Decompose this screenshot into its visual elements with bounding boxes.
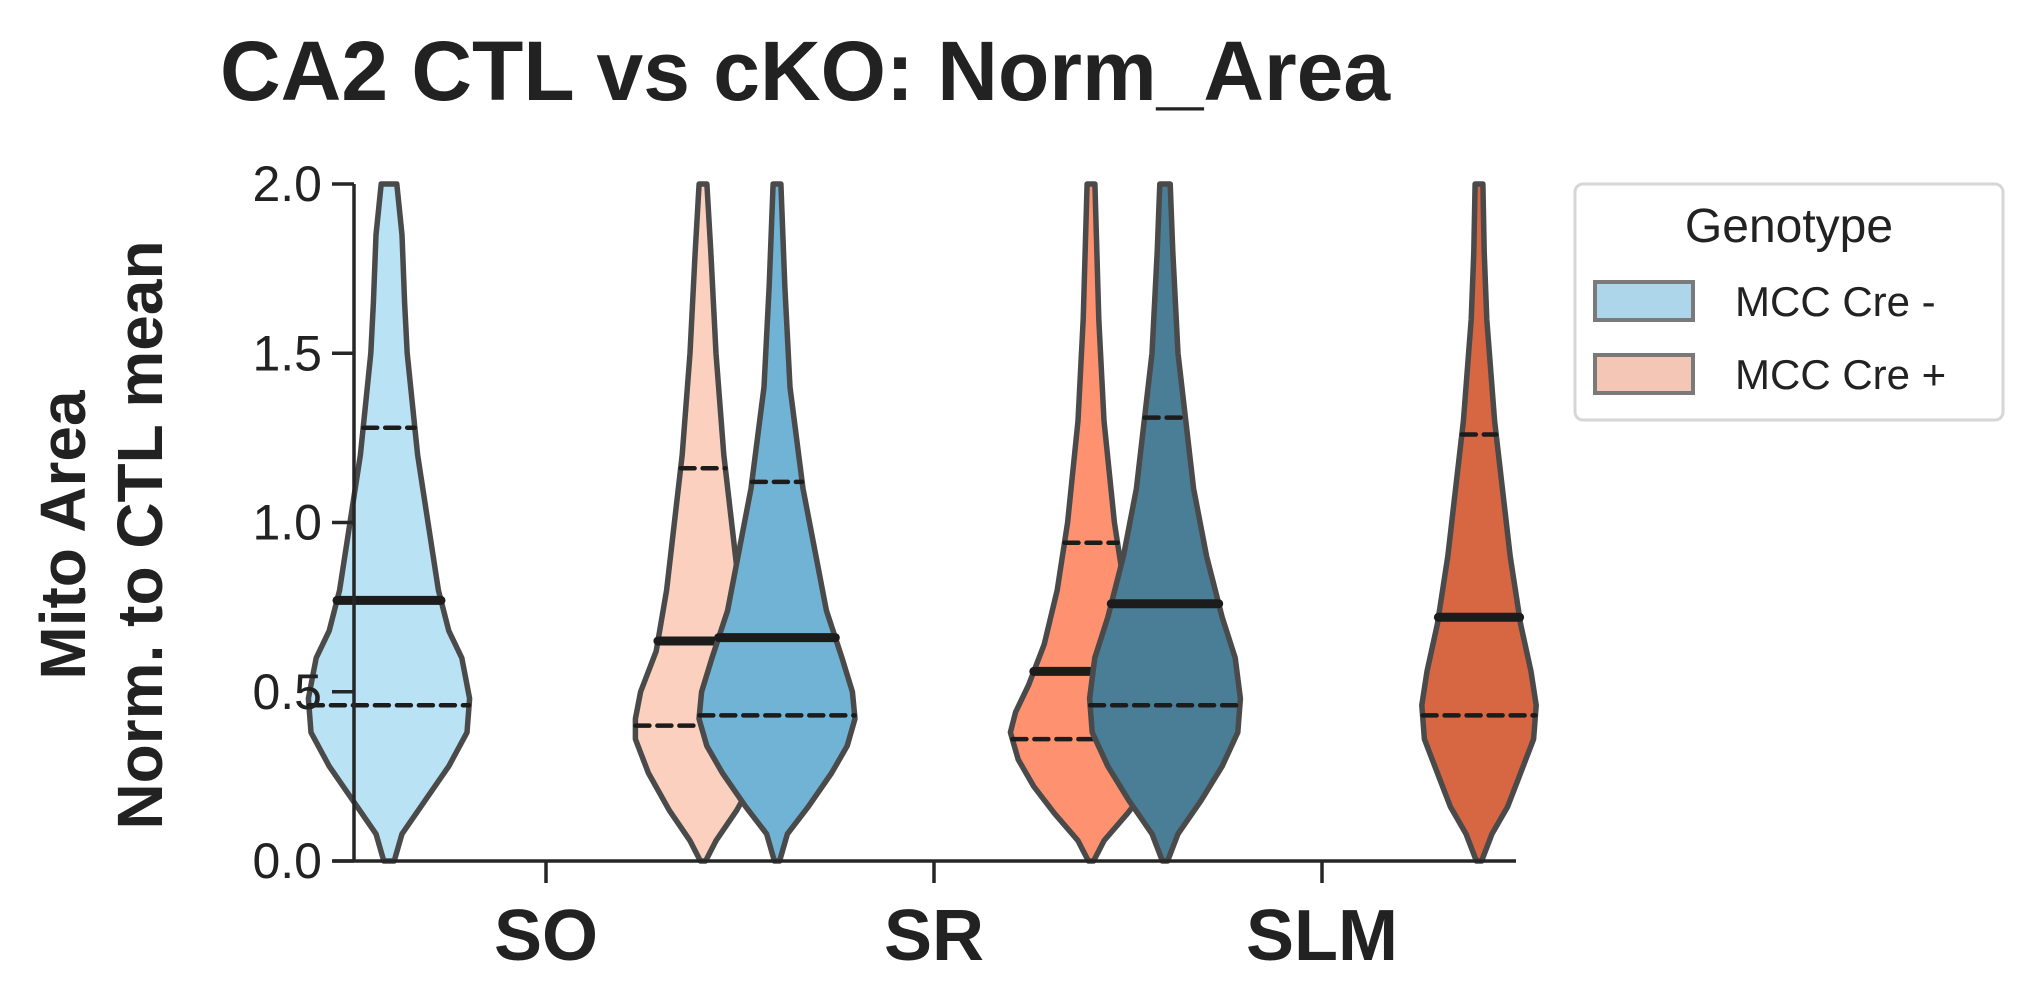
legend-swatch-mcc-cre-minus [1593,280,1695,322]
y-tick-label: 1.0 [252,495,322,551]
y-tick-label: 0.0 [252,833,322,889]
x-tick-label-so: SO [494,896,598,976]
x-tick-label-slm: SLM [1246,896,1398,976]
legend-swatch-mcc-cre-plus [1593,353,1695,395]
violin-sr-mcc-cre-minus [696,181,858,864]
y-tick-label: 2.0 [252,156,322,212]
y-tick-label: 0.5 [252,664,322,720]
legend: Genotype MCC Cre - MCC Cre + [1573,182,2005,422]
legend-title: Genotype [1685,200,1893,253]
x-tick-label-sr: SR [884,896,984,976]
y-axis-label-line-2: Norm. to CTL mean [104,240,176,829]
violin-slm-mcc-cre-plus [1419,181,1539,864]
axes: 0.0 0.5 1.0 1.5 2.0 SO SR SLM [252,156,1516,976]
y-axis-label-line-1: Mito Area [27,390,99,680]
violin-slm-mcc-cre-minus [1086,181,1244,864]
plot-area [305,181,1539,864]
legend-label-mcc-cre-minus: MCC Cre - [1735,278,1936,325]
chart-title: CA2 CTL vs cKO: Norm_Area [220,24,1391,118]
legend-label-mcc-cre-plus: MCC Cre + [1735,351,1946,398]
y-tick-label: 1.5 [252,325,322,381]
